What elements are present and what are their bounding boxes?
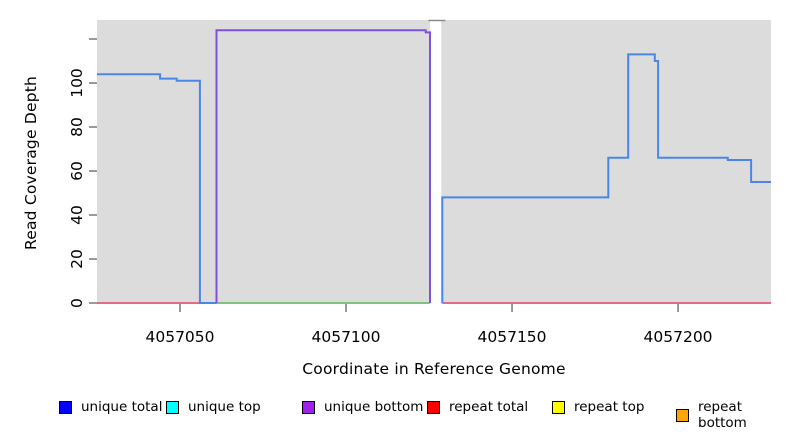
x-axis-tick-label: 4057200 xyxy=(644,328,713,346)
legend: unique total unique top unique bottom repea… xyxy=(0,399,792,431)
legend-swatch-icon xyxy=(166,400,179,414)
x-axis-tick-label: 4057050 xyxy=(145,328,214,346)
series-line-unique-bottom xyxy=(215,29,431,303)
plot-panel-right xyxy=(441,20,771,304)
plot-panel-left xyxy=(97,20,431,304)
y-axis-tick-label: 80 xyxy=(68,117,86,137)
series-line-unique-total xyxy=(97,73,217,304)
legend-swatch-icon xyxy=(427,400,440,414)
legend-label: unique top xyxy=(188,399,261,415)
legend-item: unique top xyxy=(166,399,261,415)
y-axis-title: Read Coverage Depth xyxy=(22,75,40,251)
legend-swatch-icon xyxy=(552,400,565,414)
legend-label: repeat total xyxy=(449,399,529,415)
y-axis-tick-label: 100 xyxy=(68,68,86,98)
legend-item: unique total xyxy=(59,399,162,415)
legend-item: repeat bottom xyxy=(676,399,792,431)
x-axis-title: Coordinate in Reference Genome xyxy=(302,360,566,378)
y-axis-tick-label: 20 xyxy=(68,249,86,269)
legend-item: unique bottom xyxy=(302,399,423,415)
series-line-unique-total xyxy=(441,53,771,303)
y-axis-tick-label: 40 xyxy=(68,205,86,225)
legend-swatch-icon xyxy=(59,400,72,414)
legend-label: unique total xyxy=(81,399,163,415)
legend-item: repeat total xyxy=(427,399,528,415)
x-axis-tick-label: 4057100 xyxy=(311,328,380,346)
x-axis-tick-label: 4057150 xyxy=(478,328,547,346)
legend-swatch-icon xyxy=(302,400,315,414)
legend-label: repeat bottom xyxy=(698,399,747,431)
legend-swatch-icon xyxy=(676,408,689,422)
legend-item: repeat top xyxy=(552,399,644,415)
y-axis-tick-label: 60 xyxy=(68,161,86,181)
legend-label: repeat top xyxy=(574,399,645,415)
y-axis-tick-label: 0 xyxy=(68,298,86,308)
legend-label: unique bottom xyxy=(324,399,424,415)
